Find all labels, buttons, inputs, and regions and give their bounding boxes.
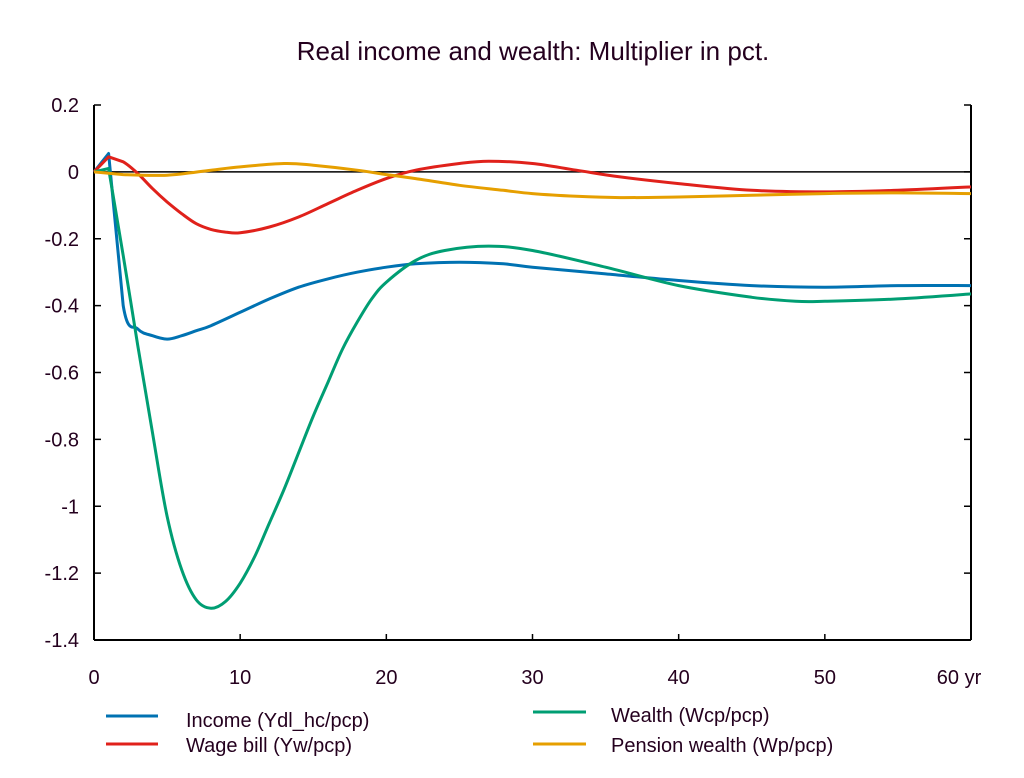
series-line-wealth: [93, 167, 972, 610]
y-tick-label: -0.6: [45, 363, 79, 385]
series-group: [92, 152, 972, 610]
legend-item: Pension wealth (Wp/pcp): [533, 735, 833, 757]
legend-label: Wealth (Wcp/pcp): [611, 705, 770, 727]
y-tick-label: -1: [61, 496, 79, 518]
y-tick-label: -1.4: [45, 630, 79, 652]
legend-item: Wealth (Wcp/pcp): [533, 705, 770, 727]
x-tick-label: 30: [521, 667, 543, 689]
legend-label: Wage bill (Yw/pcp): [186, 735, 352, 757]
x-tick-label: 40: [668, 667, 690, 689]
y-tick-label: 0: [68, 162, 79, 184]
x-tick-label: 20: [375, 667, 397, 689]
series-line-income: [92, 152, 972, 341]
x-tick-label: 50: [814, 667, 836, 689]
legend-label: Income (Ydl_hc/pcp): [186, 710, 369, 732]
legend-item: Income (Ydl_hc/pcp): [106, 710, 369, 732]
series-line-pension-pension: [93, 161, 972, 200]
axes: 0.2 0 -0.2 -0.4 -0.6 -0.8 -1 -1.2 -1.4 0 10 20 30 40 5…: [45, 95, 982, 689]
legend: Income (Ydl_hc/pcp) Wage bill (Yw/pcp) Wea…: [106, 705, 833, 757]
y-tick-label: -0.8: [45, 429, 79, 451]
y-tick-label: -1.2: [45, 563, 79, 585]
chart-title: Real income and wealth: Multiplier in pc…: [297, 36, 770, 66]
x-tick-label: 60 yr: [937, 667, 982, 689]
x-tick-label: 0: [88, 667, 99, 689]
y-tick-label: -0.4: [45, 296, 79, 318]
x-tick-label: 10: [229, 667, 251, 689]
series-line-wage: [92, 155, 972, 235]
y-tick-label: 0.2: [51, 95, 79, 117]
legend-label: Pension wealth (Wp/pcp): [611, 735, 833, 757]
legend-item: Wage bill (Yw/pcp): [106, 735, 352, 757]
y-tick-label: -0.2: [45, 229, 79, 251]
